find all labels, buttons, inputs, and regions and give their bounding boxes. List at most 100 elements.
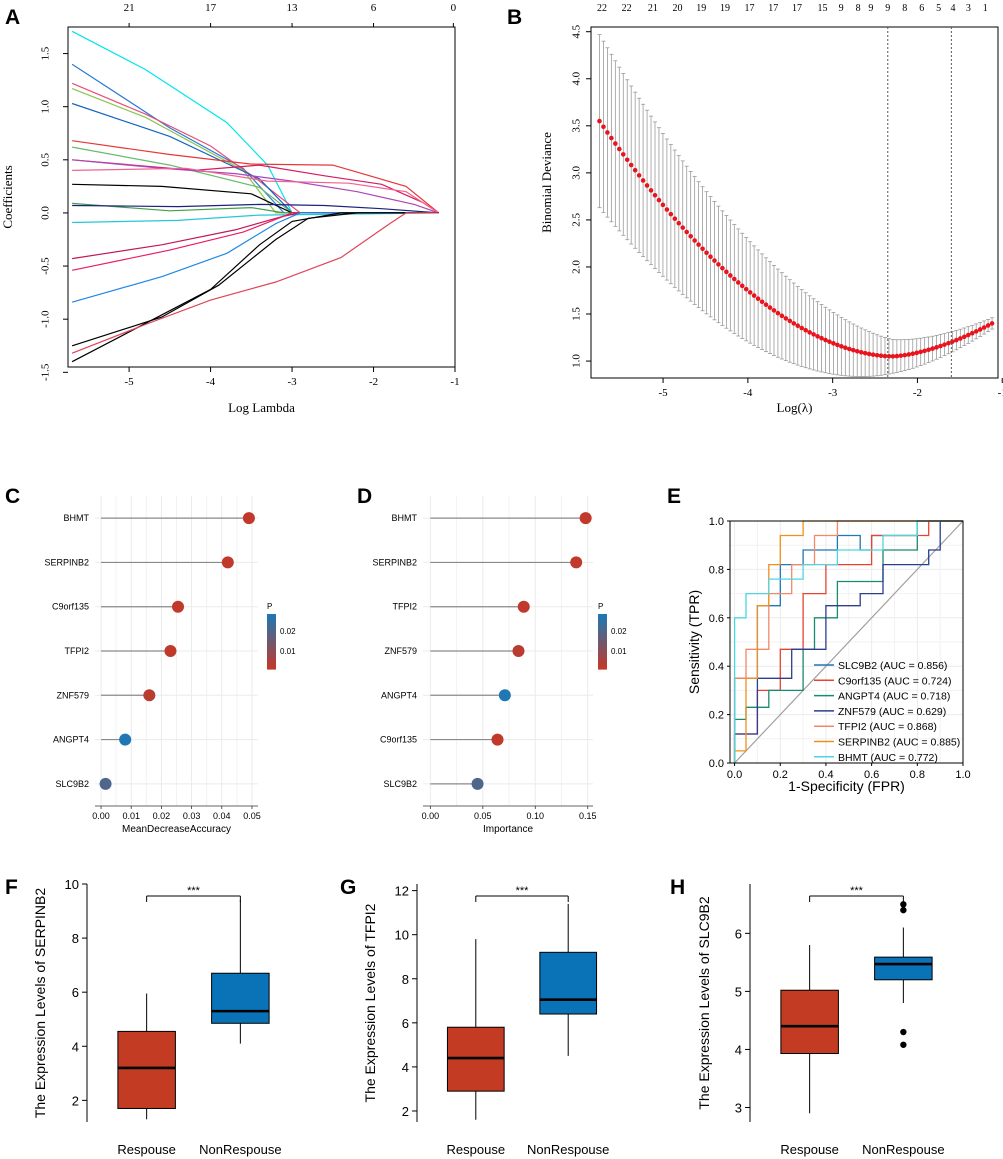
panel-b-point [827,339,832,345]
panel-letter-c: C [5,485,20,508]
panel-b-point [969,330,975,336]
panel-d-dot [570,556,583,569]
panel-b-point [835,342,840,348]
panel-a-path-s14 [72,212,439,224]
panel-d-dot [512,645,525,657]
panel-d-dot [471,777,484,790]
panel-b-point [660,202,666,208]
panel-c-legend-title: P [267,602,272,611]
panel-b-point [640,178,646,183]
panel-f-ytick-label: 6 [72,985,79,1000]
panel-a-top-label: 6 [371,2,377,14]
panel-b-top-label: 5 [936,3,941,14]
panel-b-point [839,344,844,349]
panel-a-top-label: 0 [451,2,457,14]
panel-b-point [716,262,721,267]
panel-b-point [977,327,983,332]
panel-b-point [787,318,793,324]
panel-b-point [652,192,658,198]
panel-c-legend-swatch [267,666,276,670]
panel-a-ytick-label: 0.5 [40,152,52,166]
panel-b-point [783,316,789,321]
panel-letter-h: H [670,876,685,899]
panel-d-legend-swatch [598,641,607,645]
panel-b-point [672,216,678,222]
panel-b-point [981,325,987,330]
panel-b-point [890,354,896,359]
panel-b-point [902,352,908,358]
panel-b-xtick-label: -4 [743,387,753,399]
panel-b-top-label: 8 [902,3,907,14]
panel-b-point [779,313,785,319]
panel-d-legend-title: P [598,602,603,611]
panel-b-point [720,265,725,271]
panel-h-outlier [900,1041,907,1048]
panel-b-point [700,246,705,252]
panel-b-point [751,293,757,298]
panel-c-xtick-label: 0.02 [153,811,171,821]
panel-c-category-label: SERPINB2 [44,557,89,567]
panel-b-point [819,335,824,341]
panel-a-path-s18 [71,212,439,347]
panel-c-legend-swatch [267,614,276,618]
panel-d-legend-swatch [598,658,607,662]
panel-c-legend-swatch [267,630,276,634]
panel-g-ytick-label: 4 [402,1060,409,1075]
panel-f-category-label: NonRespouse [199,1142,281,1157]
panel-c-xtick-label: 0.03 [183,811,201,821]
panel-d-legend-label: 0.02 [611,627,627,636]
panel-b-point [680,225,686,230]
panel-a-xtick-label: -4 [206,376,216,388]
panel-b-top-label: 3 [966,3,971,14]
panel-c-dot [119,733,132,746]
panel-b-point [958,336,963,341]
panel-letter-b: B [507,6,522,29]
panel-b-point [676,220,682,226]
panel-b-ytick-label: 1.5 [571,307,583,321]
panel-c-legend-swatch [267,644,276,648]
panel-d-category-label: ZNF579 [384,646,417,656]
panel-d-xtick-label: 0.15 [579,811,597,821]
panel-b-point [807,330,812,335]
panel-b-top-label: 8 [856,3,861,14]
panel-c-category-label: ANGPT4 [53,735,89,745]
panel-b-top-label: 9 [868,3,873,14]
panel-letter-f: F [5,876,18,899]
panel-c-mean-decrease-accuracy: BHMT SERPINB2 C9orf135 TFPI2 ZNF579 ANGPT4 SLC… [44,496,296,835]
panel-b-top-label: 9 [885,3,890,14]
panel-a-xlabel: Log Lambda [228,400,295,415]
panel-c-legend-swatch [267,627,276,632]
panel-f-ytick-label: 8 [72,931,79,946]
panel-b-point [775,310,781,316]
panel-c-legend-label: 0.02 [280,627,296,636]
panel-b-point [894,353,900,359]
panel-c-dot [221,556,234,569]
panel-b-point [688,233,693,239]
panel-b-point [724,269,729,275]
panel-d-legend-swatch [598,622,607,626]
panel-b-point [918,349,923,355]
panel-c-legend-swatch [267,660,276,665]
panel-e-ylabel: Sensitivity (TPR) [686,590,702,694]
panel-b-point [668,211,674,217]
panel-e-xtick-label: 0.0 [727,769,742,781]
panel-b-point [854,348,860,354]
panel-c-legend-swatch [267,625,276,629]
panel-c-dot [99,777,112,790]
panel-b-top-label: 19 [720,3,730,14]
panel-e-legend-label: BHMT (AUC = 0.772) [838,752,938,764]
panel-b-xtick-label: -5 [658,387,668,399]
panel-a-path-s4 [71,88,439,214]
panel-d-category-label: ANGPT4 [381,690,417,700]
panel-d-category-label: C9orf135 [380,735,417,745]
panel-a-ytick-label: -1.0 [40,310,52,328]
panel-b-ytick-label: 4.0 [571,71,583,85]
panel-d-legend-swatch [598,652,607,656]
panel-c-xtick-label: 0.00 [92,811,110,821]
panel-d-legend-swatch [598,614,607,618]
panel-b-point [962,334,967,340]
panel-h-outlier [900,906,907,914]
panel-e-xtick-label: 0.8 [910,769,925,781]
panel-b-point [617,146,622,152]
